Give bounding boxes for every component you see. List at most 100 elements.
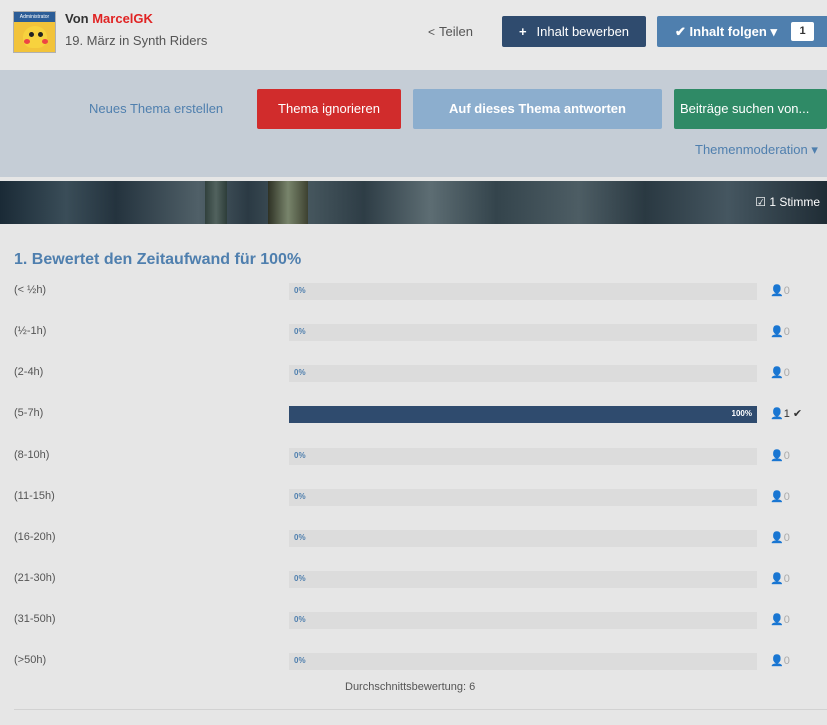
avatar-badge: Administrator: [14, 12, 55, 22]
author-name-link[interactable]: MarcelGK: [92, 11, 153, 26]
share-button[interactable]: < Teilen: [428, 24, 473, 39]
poll-result-percent: 0%: [294, 286, 306, 295]
poll-voter-count-value: 0: [783, 532, 790, 544]
user-icon: 👤: [770, 450, 784, 462]
poll-result-bar: 0%: [289, 571, 757, 588]
eye-icon: [29, 32, 34, 37]
caret-down-icon: ▾: [770, 24, 777, 39]
poll-result-percent: 0%: [294, 368, 306, 377]
poll-option-row: (11-15h) 0% 👤0: [0, 487, 827, 507]
poll-voter-count[interactable]: 👤0: [770, 284, 790, 297]
poll-result-fill: [289, 406, 757, 423]
cheek-icon: [42, 39, 48, 44]
poll-result-bar: 0%: [289, 612, 757, 629]
promote-label: Inhalt bewerben: [536, 24, 630, 39]
share-label: Teilen: [439, 24, 473, 39]
poll-option-row: (< ½h) 0% 👤0: [0, 281, 827, 301]
topic-header: Administrator Von MarcelGK 19. März in S…: [0, 0, 827, 70]
poll-result-percent: 0%: [294, 656, 306, 665]
poll-result-bar: 0%: [289, 365, 757, 382]
poll-voter-count-value: 0: [783, 326, 790, 338]
poll-result-bar: 0%: [289, 530, 757, 547]
poll-banner: ☑ 1 Stimme: [0, 181, 827, 224]
search-posts-button[interactable]: Beiträge suchen von...: [674, 89, 827, 129]
poll-result-percent: 0%: [294, 451, 306, 460]
divider: [14, 709, 827, 710]
poll-result-bar: 0%: [289, 283, 757, 300]
poll-option-label: (2-4h): [14, 366, 44, 378]
banner-tree-decoration: [268, 181, 308, 224]
poll-voter-count[interactable]: 👤0: [770, 449, 790, 462]
cheek-icon: [24, 39, 30, 44]
user-icon: 👤: [770, 326, 784, 338]
poll-result-percent: 0%: [294, 574, 306, 583]
poll-voter-count[interactable]: 👤0: [770, 654, 790, 667]
poll-voter-count-value: 0: [783, 285, 790, 297]
caret-down-icon: ▾: [811, 142, 818, 157]
poll-result-percent: 0%: [294, 615, 306, 624]
follow-label: Inhalt folgen: [689, 24, 767, 39]
check-icon: ✔: [792, 408, 803, 420]
poll-option-label: (>50h): [14, 654, 47, 666]
poll-option-row: (2-4h) 0% 👤0: [0, 363, 827, 383]
check-icon: ✔: [675, 24, 686, 39]
poll-voter-count[interactable]: 👤0: [770, 490, 790, 503]
author-line: Von MarcelGK: [65, 11, 153, 26]
poll-question-title: 1. Bewertet den Zeitaufwand für 100%: [14, 251, 302, 268]
poll-result-percent: 0%: [294, 327, 306, 336]
poll-voter-count-value: 0: [783, 450, 790, 462]
reply-topic-button[interactable]: Auf dieses Thema antworten: [413, 89, 662, 129]
poll-option-label: (½-1h): [14, 325, 47, 337]
poll-result-percent: 0%: [294, 492, 306, 501]
user-icon: 👤: [770, 614, 784, 626]
user-icon: 👤: [770, 655, 784, 667]
poll-voter-count-value: 0: [783, 655, 790, 667]
post-date-location: 19. März in Synth Riders: [65, 33, 208, 48]
eye-icon: [38, 32, 43, 37]
poll-voter-count-value: 0: [783, 614, 790, 626]
user-icon: 👤: [770, 408, 784, 420]
poll-voter-count-value: 0: [783, 367, 790, 379]
poll-option-row: (16-20h) 0% 👤0: [0, 528, 827, 548]
poll-result-bar: 0%: [289, 489, 757, 506]
plus-icon: +: [518, 24, 527, 39]
new-topic-link[interactable]: Neues Thema erstellen: [89, 101, 224, 116]
poll-voter-count-value: 0: [783, 491, 790, 503]
poll-option-label: (5-7h): [14, 407, 44, 419]
poll-option-row: (½-1h) 0% 👤0: [0, 322, 827, 342]
poll-voter-count[interactable]: 👤1 ✔: [770, 407, 802, 420]
poll-option-label: (11-15h): [14, 490, 55, 502]
avatar[interactable]: Administrator: [13, 11, 56, 53]
pikachu-face-icon: [23, 26, 47, 48]
poll-voter-count[interactable]: 👤0: [770, 366, 790, 379]
promote-content-button[interactable]: + Inhalt bewerben: [502, 16, 646, 47]
user-icon: 👤: [770, 532, 784, 544]
average-rating: Durchschnittsbewertung: 6: [345, 681, 476, 693]
poll-option-label: (31-50h): [14, 613, 56, 625]
check-square-icon: ☑: [755, 195, 766, 209]
poll-result-bar: 0%: [289, 448, 757, 465]
poll-option-row: (>50h) 0% 👤0: [0, 651, 827, 671]
vote-count-label: 1 Stimme: [769, 195, 820, 209]
poll-voter-count-value: 0: [783, 573, 790, 585]
poll-voter-count[interactable]: 👤0: [770, 613, 790, 626]
moderation-label: Themenmoderation: [695, 142, 808, 157]
poll-result-bar: 0%: [289, 324, 757, 341]
user-icon: 👤: [770, 285, 784, 297]
share-icon: <: [428, 25, 436, 39]
follow-count-badge: 1: [791, 22, 814, 41]
topic-moderation-dropdown[interactable]: Themenmoderation ▾: [695, 142, 818, 158]
poll-voter-count[interactable]: 👤0: [770, 325, 790, 338]
poll-voter-count[interactable]: 👤0: [770, 531, 790, 544]
poll-option-label: (8-10h): [14, 449, 50, 461]
poll-voter-count[interactable]: 👤0: [770, 572, 790, 585]
poll-option-row: (31-50h) 0% 👤0: [0, 610, 827, 630]
poll-result-percent: 0%: [294, 533, 306, 542]
poll-option-label: (< ½h): [14, 284, 47, 296]
banner-tree-decoration: [205, 181, 227, 224]
poll-option-label: (16-20h): [14, 531, 56, 543]
poll-option-label: (21-30h): [14, 572, 56, 584]
ignore-topic-button[interactable]: Thema ignorieren: [257, 89, 401, 129]
user-icon: 👤: [770, 491, 784, 503]
poll-voter-count-value: 1: [783, 408, 790, 420]
